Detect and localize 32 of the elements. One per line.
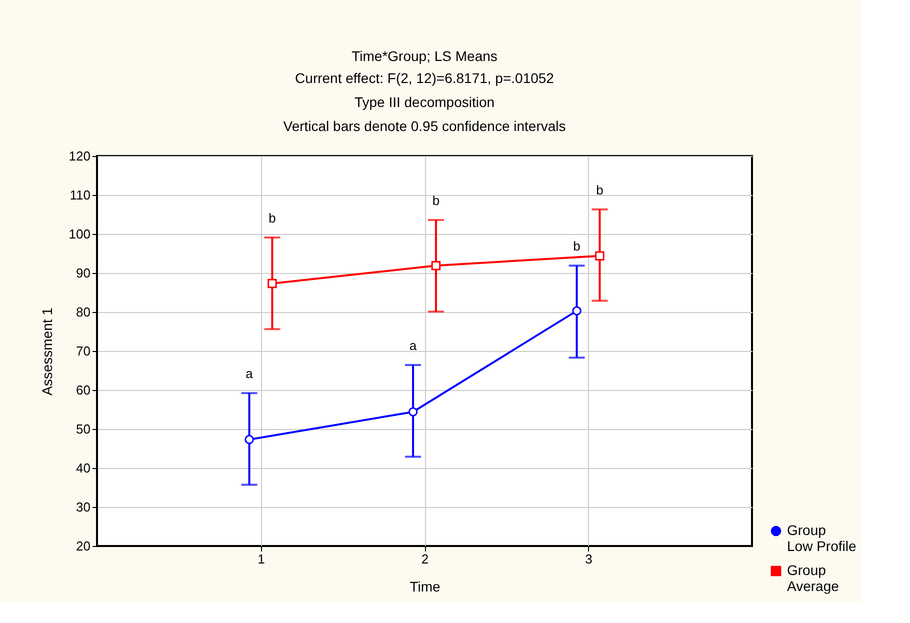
point bbox=[595, 251, 604, 260]
y-tick-label: 60 bbox=[76, 382, 90, 398]
annotation: b bbox=[573, 238, 580, 254]
x-tick-label: 3 bbox=[585, 552, 592, 566]
annotation: a bbox=[246, 366, 254, 382]
y-tick-label: 40 bbox=[76, 460, 90, 476]
point bbox=[431, 260, 441, 270]
y-axis-title: Assessment 1 bbox=[38, 307, 55, 396]
x-axis-title: Time bbox=[410, 578, 441, 594]
y-tick-label: 90 bbox=[76, 266, 90, 280]
point bbox=[268, 278, 277, 288]
y-tick-label: 70 bbox=[76, 344, 90, 358]
y-tick-label: 110 bbox=[70, 188, 90, 202]
y-tick-label: 100 bbox=[68, 226, 90, 242]
annotation: b bbox=[432, 192, 440, 208]
x-tick-label: 2 bbox=[421, 552, 429, 566]
point bbox=[408, 407, 418, 416]
annotation: b bbox=[268, 210, 276, 226]
chart-title: Time*Group; LS Means bbox=[352, 48, 498, 64]
legend-label: Group Average bbox=[787, 562, 840, 594]
y-tick-label: 120 bbox=[68, 148, 90, 164]
legend-label: Group Low Profile bbox=[787, 522, 856, 554]
x-tick-label: 1 bbox=[258, 552, 265, 566]
annotation: a bbox=[409, 338, 418, 354]
y-tick-label: 30 bbox=[76, 500, 90, 514]
point bbox=[244, 434, 254, 444]
y-tick-label: 50 bbox=[76, 422, 90, 436]
y-tick-label: 80 bbox=[76, 304, 90, 320]
chart-subtitle: Current effect: F(2, 12)=6.8171, p=.01052 Type III decomposition Vertical bars denote 0.95 confidence intervals bbox=[283, 70, 566, 134]
y-tick-label: 20 bbox=[76, 538, 90, 554]
annotation: b bbox=[596, 182, 604, 198]
point bbox=[572, 306, 582, 316]
